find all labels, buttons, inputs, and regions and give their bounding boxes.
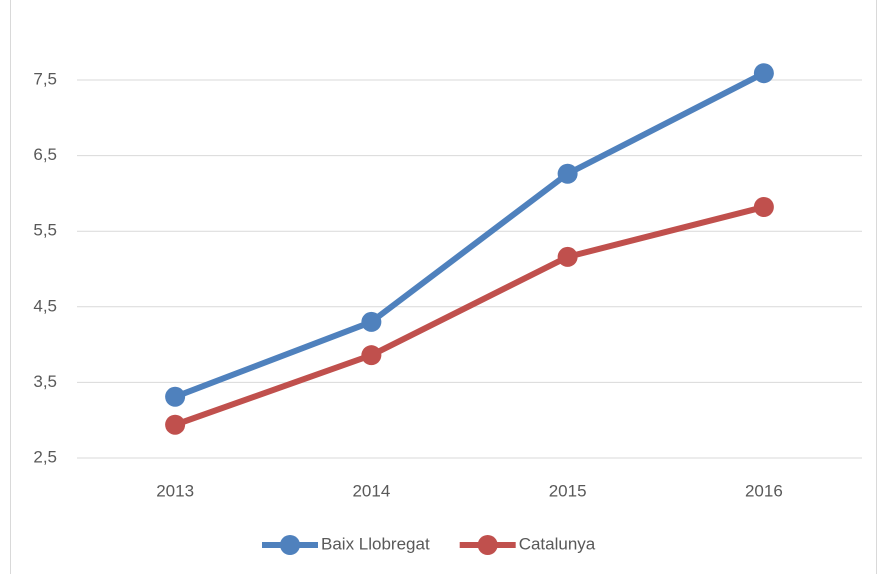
legend-label: Catalunya [519, 534, 596, 553]
data-point [165, 414, 186, 435]
data-point [557, 163, 578, 184]
y-tick-label: 2,5 [33, 447, 57, 466]
data-point [753, 63, 774, 84]
legend-marker [280, 535, 300, 555]
y-tick-label: 6,5 [33, 145, 57, 164]
x-tick-label: 2015 [549, 481, 587, 500]
x-tick-label: 2016 [745, 481, 783, 500]
x-tick-label: 2014 [352, 481, 390, 500]
data-point [361, 345, 382, 366]
legend-label: Baix Llobregat [321, 534, 430, 553]
y-tick-label: 4,5 [33, 296, 57, 315]
series-line [174, 70, 766, 400]
y-tick-label: 3,5 [33, 372, 57, 391]
data-point [361, 311, 382, 332]
legend-marker [477, 535, 498, 555]
chart-frame [10, 0, 877, 574]
series-line [174, 204, 765, 428]
data-point [753, 197, 774, 218]
x-tick-label: 2013 [156, 481, 194, 500]
data-point [557, 246, 578, 267]
y-tick-label: 7,5 [33, 69, 57, 88]
y-tick-label: 5,5 [33, 221, 57, 240]
data-point [165, 386, 186, 407]
